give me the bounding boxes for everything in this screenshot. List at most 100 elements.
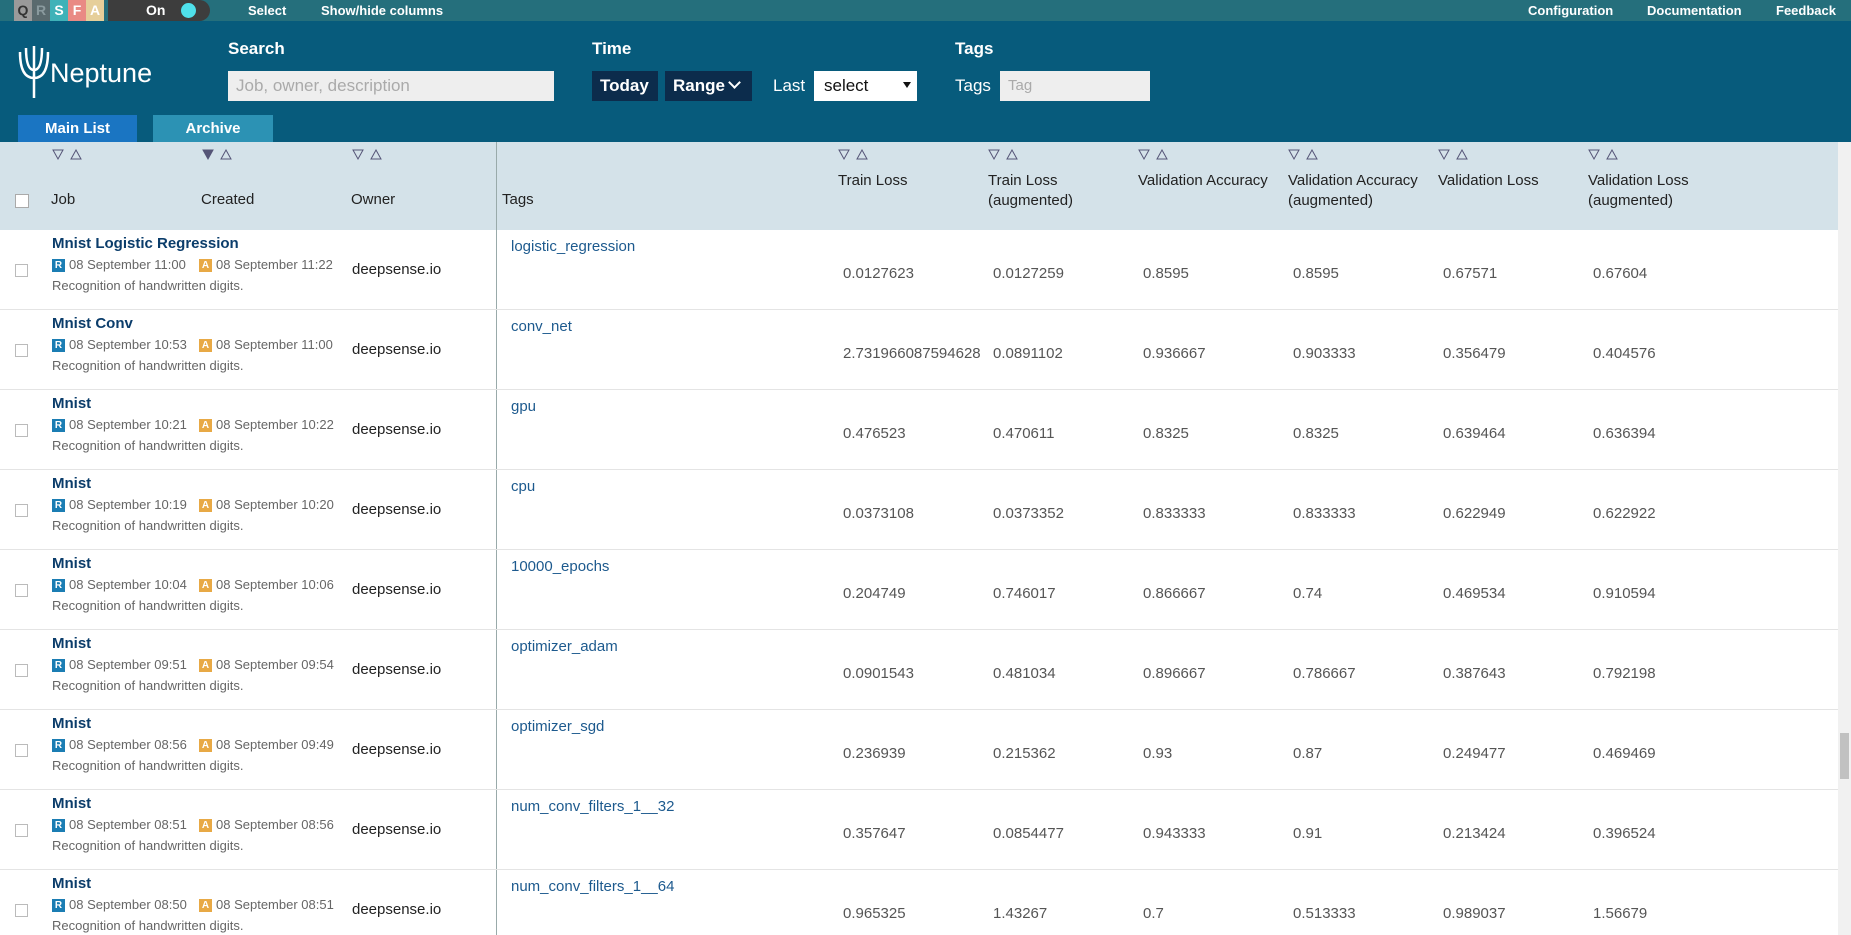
- row-checkbox[interactable]: [15, 344, 28, 357]
- running-badge: R: [52, 579, 65, 592]
- column-header[interactable]: Validation Accuracy (augmented): [1288, 172, 1418, 209]
- mode-button[interactable]: Q: [14, 0, 32, 21]
- sort-arrows[interactable]: [52, 149, 82, 161]
- tab[interactable]: Main List: [18, 115, 137, 142]
- toolbar-action[interactable]: Select: [248, 3, 287, 18]
- metric-value: 0.7: [1143, 905, 1164, 922]
- job-name[interactable]: Mnist Logistic Regression: [52, 235, 239, 252]
- metric-value: 1.56679: [1593, 905, 1648, 922]
- sort-arrows[interactable]: [352, 149, 382, 161]
- scrollbar[interactable]: [1838, 142, 1851, 935]
- owner: deepsense.io: [352, 661, 442, 678]
- last-select[interactable]: select: [814, 71, 917, 101]
- row-checkbox[interactable]: [15, 264, 28, 277]
- column-header[interactable]: Validation Loss: [1438, 172, 1539, 189]
- toggle-label[interactable]: On: [146, 2, 166, 18]
- column-header[interactable]: Owner: [351, 191, 396, 208]
- metric-value: 0.833333: [1293, 505, 1356, 522]
- sort-arrows[interactable]: [1438, 149, 1468, 161]
- started-time: 08 September 08:51: [69, 817, 187, 832]
- job-name[interactable]: Mnist: [52, 875, 92, 892]
- tag[interactable]: num_conv_filters_1__32: [511, 798, 675, 815]
- toggle-knob[interactable]: [181, 3, 196, 18]
- owner: deepsense.io: [352, 581, 442, 598]
- metric-value: 0.936667: [1143, 345, 1206, 362]
- job-description: Recognition of handwritten digits.: [52, 678, 244, 693]
- tag[interactable]: optimizer_sgd: [511, 718, 605, 735]
- mode-button[interactable]: R: [32, 0, 50, 21]
- mode-button[interactable]: F: [68, 0, 86, 21]
- mode-button[interactable]: A: [86, 0, 104, 21]
- tag[interactable]: 10000_epochs: [511, 558, 610, 575]
- column-header[interactable]: Job: [51, 191, 76, 208]
- tags-label: Tags: [955, 39, 994, 58]
- row-checkbox[interactable]: [15, 424, 28, 437]
- row-checkbox[interactable]: [15, 504, 28, 517]
- running-badge: R: [52, 819, 65, 832]
- tag[interactable]: num_conv_filters_1__64: [511, 878, 675, 895]
- job-name[interactable]: Mnist: [52, 395, 92, 412]
- running-badge: R: [52, 659, 65, 672]
- tag[interactable]: conv_net: [511, 318, 572, 335]
- row-checkbox[interactable]: [15, 664, 28, 677]
- nav-link[interactable]: Documentation: [1647, 3, 1742, 18]
- job-name[interactable]: Mnist Conv: [52, 315, 133, 332]
- nav-link[interactable]: Feedback: [1776, 3, 1836, 18]
- sort-arrows[interactable]: [1138, 149, 1168, 161]
- row-checkbox[interactable]: [15, 904, 28, 917]
- tag[interactable]: optimizer_adam: [511, 638, 618, 655]
- range-button[interactable]: Range: [665, 71, 752, 101]
- job-name[interactable]: Mnist: [52, 475, 92, 492]
- metric-value: 0.622922: [1593, 505, 1656, 522]
- metric-value: 0.357647: [843, 825, 906, 842]
- sort-arrows[interactable]: [1288, 149, 1318, 161]
- archived-badge: A: [199, 579, 212, 592]
- today-button[interactable]: Today: [592, 71, 658, 101]
- column-header[interactable]: Validation Loss (augmented): [1588, 172, 1689, 209]
- select-arrow[interactable]: [903, 82, 911, 88]
- running-badge: R: [52, 259, 65, 272]
- column-header[interactable]: Train Loss: [838, 172, 908, 189]
- started-time: 08 September 08:50: [69, 897, 187, 912]
- job-name[interactable]: Mnist: [52, 795, 92, 812]
- tab[interactable]: Archive: [153, 115, 273, 142]
- job-name[interactable]: Mnist: [52, 555, 92, 572]
- job-name[interactable]: Mnist: [52, 635, 92, 652]
- metric-value: 0.989037: [1443, 905, 1506, 922]
- tag[interactable]: gpu: [511, 398, 537, 415]
- tag-input[interactable]: Tag: [1000, 71, 1150, 101]
- metric-value: 0.8325: [1293, 425, 1339, 442]
- metric-value: 0.396524: [1593, 825, 1656, 842]
- job-description: Recognition of handwritten digits.: [52, 278, 244, 293]
- row-checkbox[interactable]: [15, 584, 28, 597]
- metric-value: 0.469534: [1443, 585, 1506, 602]
- metric-value: 0.636394: [1593, 425, 1656, 442]
- mode-button[interactable]: S: [50, 0, 68, 21]
- tag[interactable]: cpu: [511, 478, 536, 495]
- toolbar-action[interactable]: Show/hide columns: [321, 3, 444, 18]
- metric-value: 0.476523: [843, 425, 906, 442]
- sort-arrows[interactable]: [1588, 149, 1618, 161]
- metric-value: 0.746017: [993, 585, 1056, 602]
- sort-arrows[interactable]: [838, 149, 868, 161]
- row-checkbox[interactable]: [15, 824, 28, 837]
- started-time: 08 September 10:19: [69, 497, 187, 512]
- metric-value: 0.213424: [1443, 825, 1506, 842]
- nav-link[interactable]: Configuration: [1528, 3, 1614, 18]
- column-header[interactable]: Train Loss (augmented): [988, 172, 1074, 209]
- scroll-thumb[interactable]: [1840, 733, 1849, 779]
- column-header[interactable]: Validation Accuracy: [1138, 172, 1268, 189]
- search-input[interactable]: Job, owner, description: [228, 71, 554, 101]
- finished-time: 08 September 08:51: [216, 897, 334, 912]
- row-checkbox[interactable]: [15, 744, 28, 757]
- tag[interactable]: logistic_regression: [511, 238, 636, 255]
- sort-arrows[interactable]: [202, 149, 232, 161]
- metric-value: 0.896667: [1143, 665, 1206, 682]
- checkbox[interactable]: [15, 194, 29, 208]
- sort-arrows[interactable]: [988, 149, 1018, 161]
- archived-badge: A: [199, 339, 212, 352]
- owner: deepsense.io: [352, 741, 442, 758]
- job-name[interactable]: Mnist: [52, 715, 92, 732]
- column-divider: [496, 142, 497, 935]
- column-header[interactable]: Created: [201, 191, 255, 208]
